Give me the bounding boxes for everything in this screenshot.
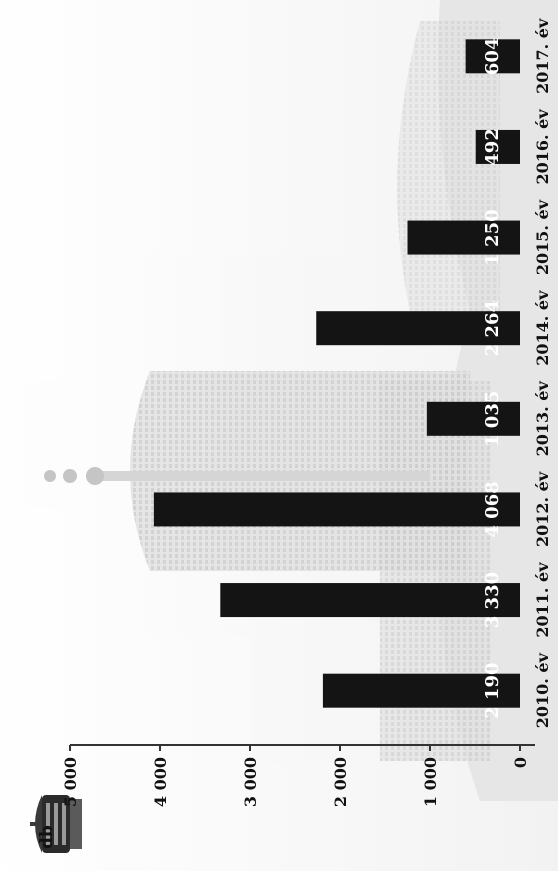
bar-value-label: 492 [482, 128, 503, 166]
bar-value-label: 1 250 [482, 209, 503, 265]
category-label: 2017. év [533, 18, 552, 94]
bar [426, 401, 521, 436]
category-label: 2010. év [533, 652, 552, 728]
category-label: 2016. év [533, 109, 552, 185]
bar [153, 492, 520, 527]
bar-value-label: 2 190 [482, 663, 503, 719]
y-tick-label: 3 000 [241, 757, 260, 807]
y-tick-label: 0 [511, 757, 530, 768]
y-tick-label: 1 000 [421, 757, 440, 807]
category-label: 2014. év [533, 290, 552, 366]
bar [475, 129, 520, 164]
y-tick-label: 2 000 [331, 757, 350, 807]
bar [316, 311, 520, 346]
category-labels: 2010. év 2011. év 2012. év 2013. év 2014. év… [533, 18, 552, 728]
bars: 2 190 3 330 4 068 1 035 2 264 1 250 492 604 [153, 38, 521, 719]
bar-value-label: 3 330 [482, 572, 503, 628]
y-axis-unit-label: db [37, 825, 57, 849]
category-label: 2015. év [533, 199, 552, 275]
y-tick-label: 4 000 [151, 757, 170, 807]
category-label: 2013. év [533, 381, 552, 457]
emblem-icon [30, 795, 82, 853]
y-axis-ticks: 0 1 000 2 000 3 000 4 000 5 000 [61, 745, 530, 807]
bar-value-label: 604 [482, 38, 503, 76]
category-label: 2011. év [533, 562, 552, 638]
bar-value-label: 1 035 [482, 391, 503, 447]
bar-value-label: 4 068 [482, 481, 503, 537]
bar [407, 220, 520, 255]
bar [465, 39, 521, 74]
bar [220, 583, 521, 618]
bar-value-label: 2 264 [482, 300, 503, 356]
category-label: 2012. év [533, 471, 552, 547]
bar [322, 673, 520, 708]
y-tick-label: 5 000 [61, 757, 80, 807]
